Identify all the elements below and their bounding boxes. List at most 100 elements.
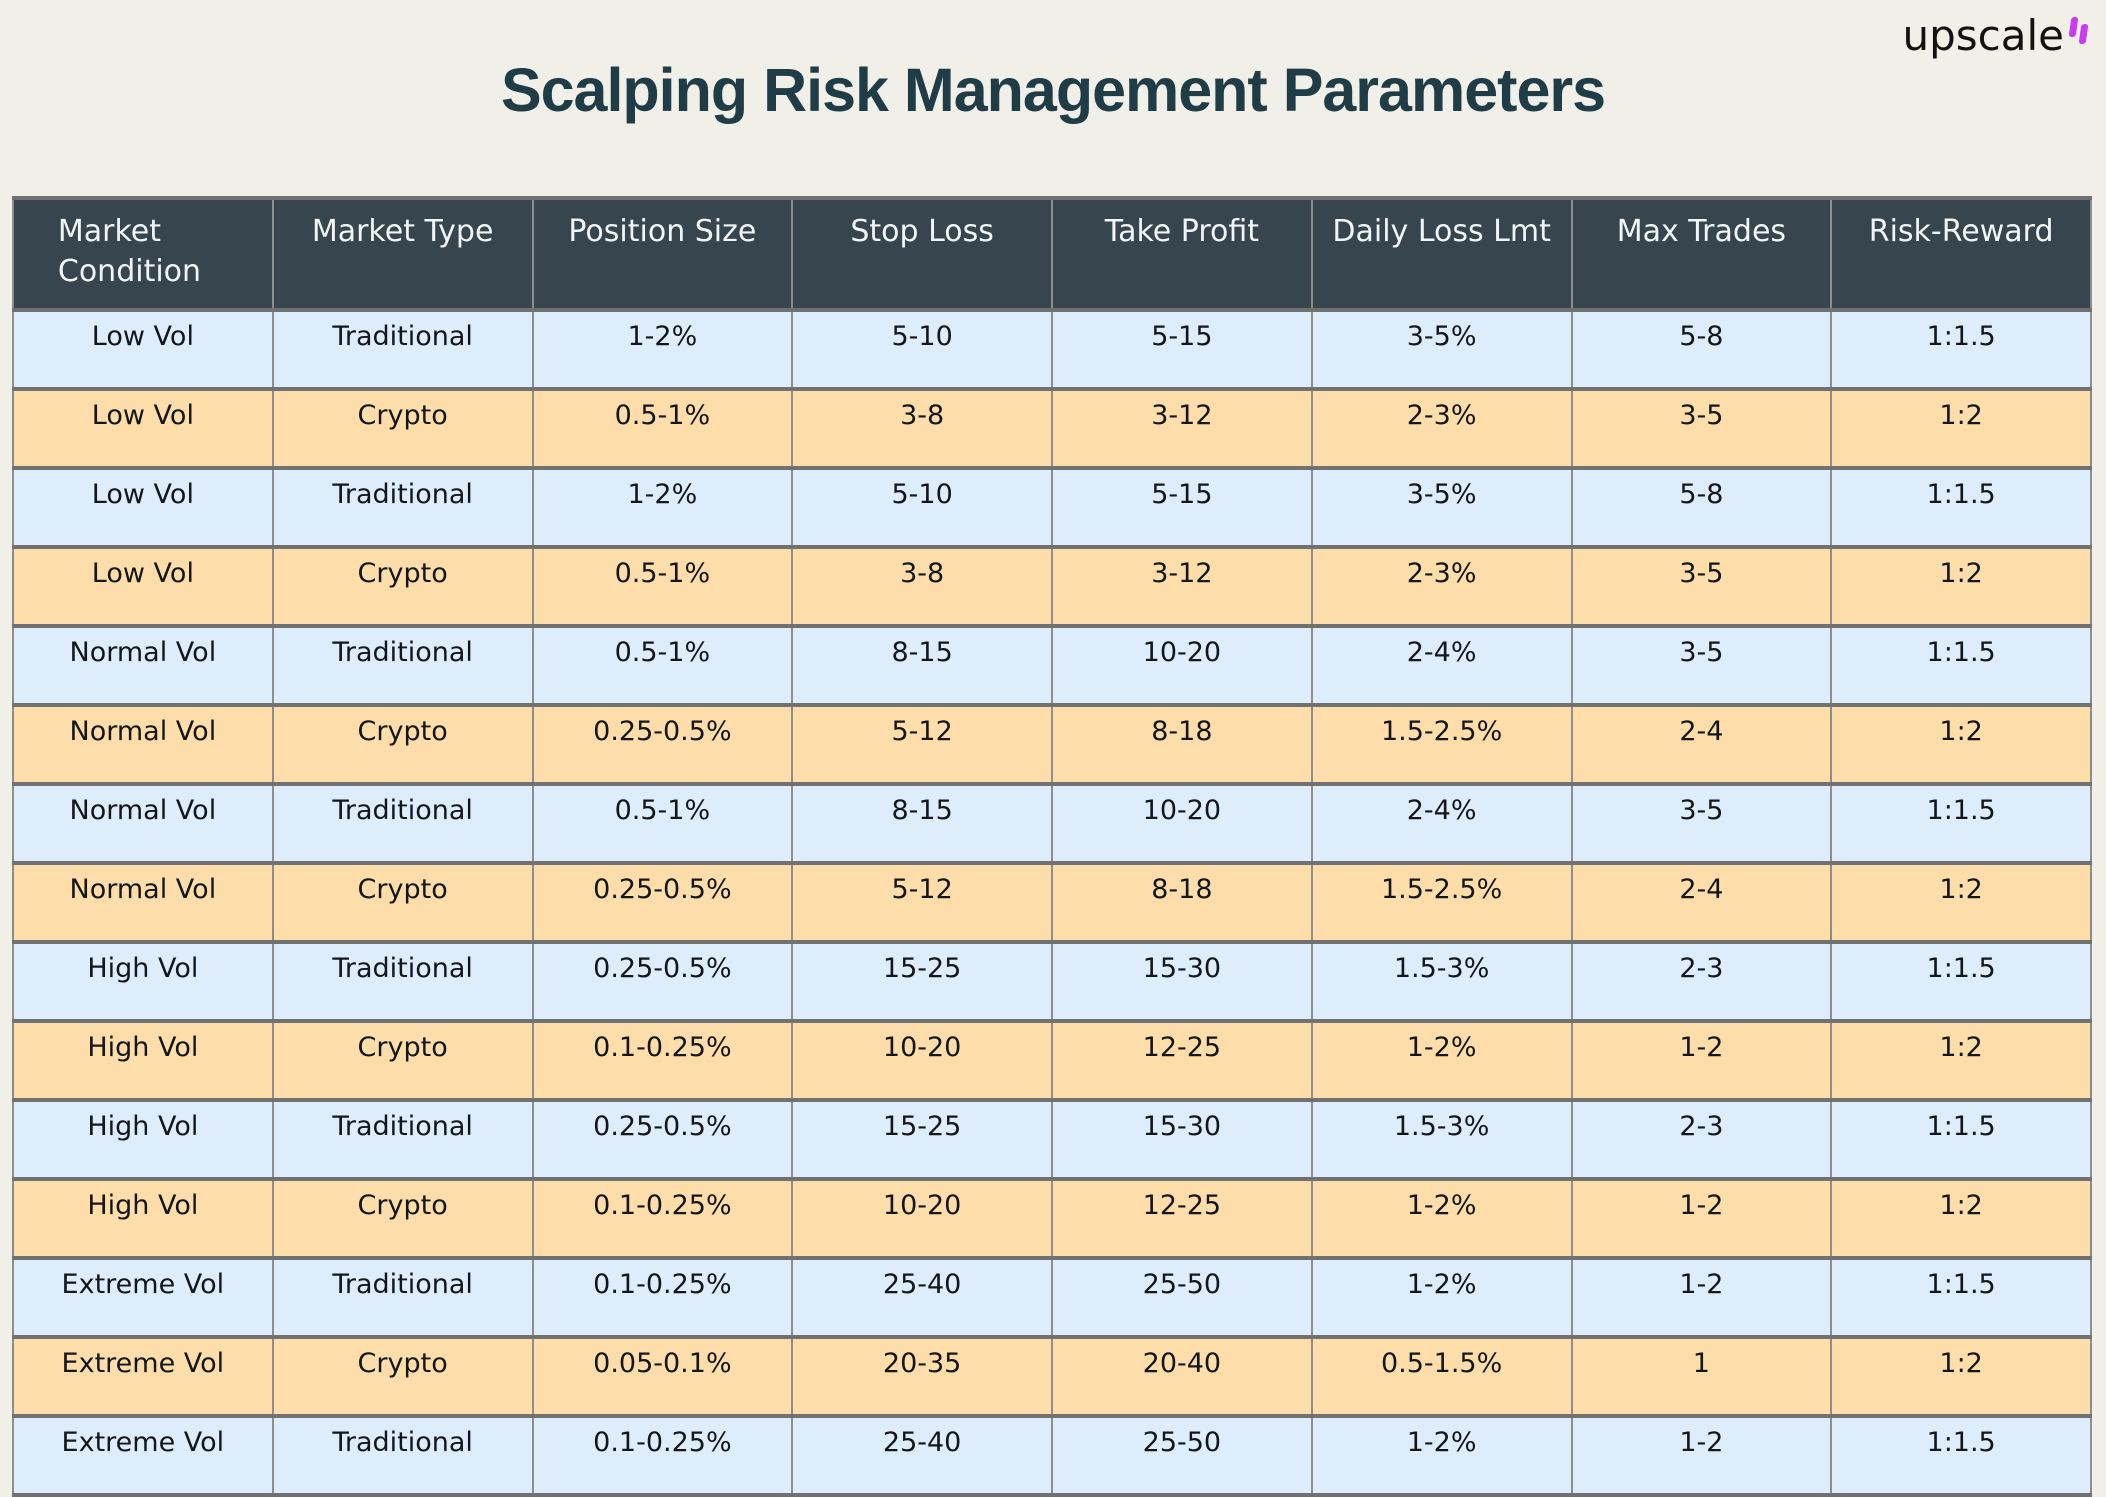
table-cell: 2-4% (1310, 624, 1573, 707)
table-cell: 2-3 (1570, 940, 1833, 1023)
table-cell: Crypto (271, 545, 534, 628)
table-cell: 15-25 (791, 1098, 1053, 1181)
table-cell: 1:2 (1830, 545, 2092, 628)
table-cell: 1 (1570, 1335, 1833, 1418)
table-cell: 3-5 (1570, 624, 1833, 707)
header-cell-label: Market Type (311, 214, 494, 249)
table-cell: 0.1-0.25% (531, 1256, 794, 1339)
table-row: High Vol Crypto 0.1-0.25% 10-20 12-25 1-2% 1-2… (12, 1177, 2092, 1260)
table-cell: 1-2% (1310, 1414, 1573, 1497)
header-cell: Stop Loss (791, 196, 1053, 312)
table-cell: 1:1.5 (1830, 1414, 2092, 1497)
table-cell: 2-3% (1310, 545, 1573, 628)
table-cell: 1:1.5 (1830, 940, 2092, 1023)
table-cell: 12-25 (1051, 1177, 1313, 1260)
table-row: Normal Vol Crypto 0.25-0.5% 5-12 8-18 1.5-2.5… (12, 861, 2092, 944)
table-cell: 1-2% (1310, 1019, 1573, 1102)
header-cell: Market Type (271, 196, 534, 312)
table-cell: 0.1-0.25% (531, 1019, 794, 1102)
table-row: Low Vol Traditional 1-2% 5-10 5-15 3-5% 5-8 1:1… (12, 466, 2092, 549)
table-cell: 2-4 (1570, 703, 1833, 786)
table-cell: Low Vol (12, 466, 274, 549)
table-cell: 1.5-3% (1310, 940, 1573, 1023)
table-cell: 1-2% (1310, 1256, 1573, 1339)
header-cell-label: Position Size (568, 214, 757, 249)
header-cell-label: Daily Loss Lmt (1332, 214, 1551, 249)
table-cell: Traditional (271, 940, 534, 1023)
table-row: Low Vol Crypto 0.5-1% 3-8 3-12 2-3% 3-5 1:2 (12, 545, 2092, 628)
table-row: Low Vol Crypto 0.5-1% 3-8 3-12 2-3% 3-5 1:2 (12, 387, 2092, 470)
header-cell: Take Profit (1051, 196, 1313, 312)
table-cell: 1:1.5 (1830, 1098, 2092, 1181)
table-cell: 1-2% (531, 308, 794, 391)
table-row: Low Vol Traditional 1-2% 5-10 5-15 3-5% 5-8 1:1… (12, 308, 2092, 391)
table-row: Normal Vol Traditional 0.5-1% 8-15 10-20 2-4%… (12, 782, 2092, 865)
table-cell: 3-5% (1310, 308, 1573, 391)
table-cell: Normal Vol (12, 861, 274, 944)
table-cell: 0.25-0.5% (531, 861, 794, 944)
page-title: Scalping Risk Management Parameters (500, 56, 1606, 124)
table-cell: 5-15 (1051, 308, 1313, 391)
table-header: Market Condition Market Type Position Size… (12, 196, 2092, 312)
table-cell: 10-20 (1051, 624, 1313, 707)
table-cell: 1.5-2.5% (1310, 861, 1573, 944)
table-cell: 1-2% (1310, 1177, 1573, 1260)
table-cell: 1-2 (1570, 1256, 1833, 1339)
table-cell: 25-40 (791, 1414, 1053, 1497)
table-cell: 20-35 (791, 1335, 1053, 1418)
table-cell: Low Vol (12, 387, 274, 470)
table-cell: 1:2 (1830, 1335, 2092, 1418)
table-cell: Extreme Vol (12, 1335, 274, 1418)
table-cell: 0.1-0.25% (531, 1414, 794, 1497)
table-cell: Normal Vol (12, 624, 274, 707)
table-cell: 5-8 (1570, 308, 1833, 391)
table-cell: 1.5-3% (1310, 1098, 1573, 1181)
table-cell: 0.5-1% (531, 624, 794, 707)
table-cell: 1-2 (1570, 1019, 1833, 1102)
table-cell: 2-4 (1570, 861, 1833, 944)
table-cell: 5-12 (791, 703, 1053, 786)
table-cell: Extreme Vol (12, 1256, 274, 1339)
table-cell: 3-8 (791, 387, 1053, 470)
table-cell: Traditional (271, 1256, 534, 1339)
table-row: Extreme Vol Traditional 0.1-0.25% 25-40 25-5… (12, 1256, 2092, 1339)
table-cell: 0.5-1.5% (1310, 1335, 1573, 1418)
table-cell: 15-30 (1051, 940, 1313, 1023)
table-cell: Traditional (271, 1098, 534, 1181)
table-cell: High Vol (12, 940, 274, 1023)
table-cell: 2-4% (1310, 782, 1573, 865)
table-row: Normal Vol Crypto 0.25-0.5% 5-12 8-18 1.5-2.5… (12, 703, 2092, 786)
logo-bar-icon (2078, 24, 2089, 44)
table-cell: Traditional (271, 782, 534, 865)
logo-flag-icon (2068, 12, 2092, 58)
table-cell: 5-12 (791, 861, 1053, 944)
header-cell-label: Stop Loss (850, 214, 994, 249)
table-cell: 5-15 (1051, 466, 1313, 549)
table-body: Low Vol Traditional 1-2% 5-10 5-15 3-5% 5-8 1:1… (12, 308, 2092, 1497)
header-cell: Daily Loss Lmt (1310, 196, 1573, 312)
table-cell: Normal Vol (12, 703, 274, 786)
header-cell: Market Condition (12, 196, 274, 312)
table-cell: 10-20 (791, 1177, 1053, 1260)
table-cell: 5-10 (791, 466, 1053, 549)
table-cell: Traditional (271, 624, 534, 707)
table-cell: Low Vol (12, 308, 274, 391)
table-cell: 1:1.5 (1830, 782, 2092, 865)
table-cell: 1:1.5 (1830, 308, 2092, 391)
table-cell: Low Vol (12, 545, 274, 628)
table-cell: 10-20 (1051, 782, 1313, 865)
table-row: Extreme Vol Crypto 0.05-0.1% 20-35 20-40 0.5-… (12, 1335, 2092, 1418)
table-cell: 8-15 (791, 782, 1053, 865)
table-cell: Traditional (271, 308, 534, 391)
table-cell: 1:1.5 (1830, 1256, 2092, 1339)
table-cell: 15-25 (791, 940, 1053, 1023)
table-cell: Extreme Vol (12, 1414, 274, 1497)
table-cell: 0.5-1% (531, 782, 794, 865)
table-cell: 0.05-0.1% (531, 1335, 794, 1418)
table-cell: 3-12 (1051, 387, 1313, 470)
table-cell: 0.25-0.5% (531, 940, 794, 1023)
table-cell: 0.25-0.5% (531, 1098, 794, 1181)
table-cell: Crypto (271, 861, 534, 944)
table-cell: Crypto (271, 1335, 534, 1418)
header-cell-label: Take Profit (1104, 214, 1260, 249)
